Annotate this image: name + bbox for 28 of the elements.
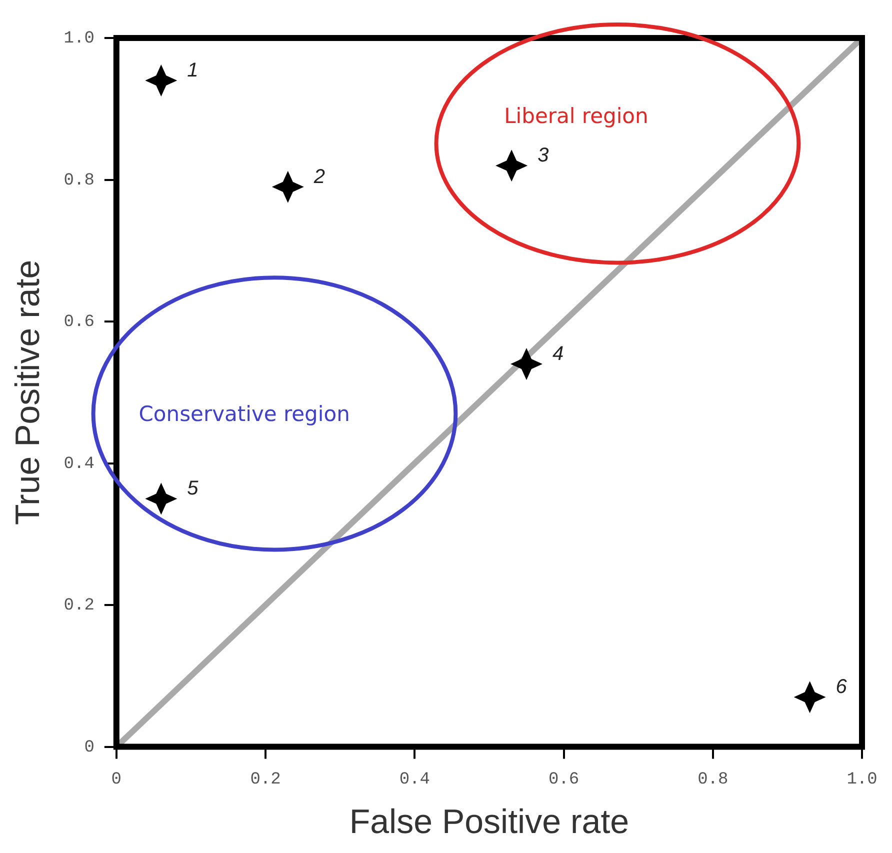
point [145,482,178,515]
annotation: 6 [836,676,848,698]
y-tick-label: 0.6 [64,313,94,332]
y-tick-label: 0 [84,738,94,758]
x-axis-title: False Positive rate [349,802,630,841]
y-tick-label: 1.0 [64,30,94,48]
y-tick-label: 0.2 [64,596,94,616]
x-tick-label: 0.4 [399,770,430,790]
point [272,170,304,203]
annotation: 4 [552,343,564,366]
x-tick-label: 0.2 [250,770,281,790]
annotation: 3 [538,144,549,167]
x-tick-label: 0 [111,770,122,790]
point [510,348,542,380]
annotation: 1 [187,60,198,82]
annotation: 2 [312,166,326,188]
x-tick-label: 1.0 [846,770,878,790]
point [145,64,178,97]
y-tick-label: 0.8 [64,171,94,190]
y-tick-label: 0.4 [64,454,94,474]
point [794,681,826,714]
annotation: Conservative region [138,402,350,426]
annotation: 5 [187,478,200,500]
annotation: Liberal region [504,104,648,128]
x-tick-label: 0.8 [698,770,728,790]
y-axis-title: True Positive rate [8,260,47,525]
point [496,150,528,182]
x-tick-label: 0.6 [548,770,580,790]
